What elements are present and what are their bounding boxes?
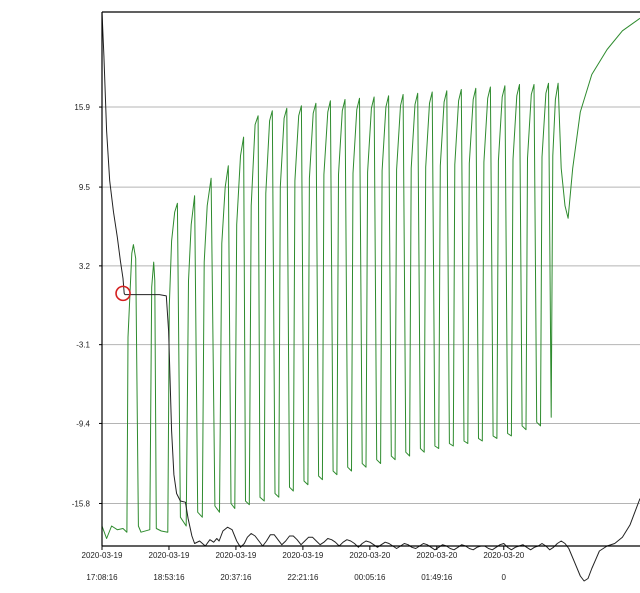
x-tick-time-1: 18:53:16 (153, 573, 185, 582)
y-tick-label-3: 3.2 (79, 262, 91, 271)
x-tick-date-6: 2020-03-20 (483, 551, 524, 560)
x-tick-time-0: 17:08:16 (86, 573, 118, 582)
x-axis-ticks: 2020-03-19 17:08:16 2020-03-19 18:53:16 2020… (82, 546, 525, 582)
x-tick-time-2: 20:37:16 (220, 573, 252, 582)
y-tick-label-2: -3.1 (76, 341, 90, 350)
x-tick-time-6: 0 (502, 573, 507, 582)
y-tick-label-5: 15.9 (74, 103, 90, 112)
y-tick-label-4: 9.5 (79, 183, 91, 192)
y-tick-label-0: -15.8 (72, 499, 91, 508)
y-tick-label-1: -9.4 (76, 419, 90, 428)
x-tick-time-3: 22:21:16 (287, 573, 319, 582)
highlight-circle-0 (115, 285, 131, 302)
x-tick-time-5: 01:49:16 (421, 573, 453, 582)
x-tick-date-5: 2020-03-20 (416, 551, 457, 560)
x-tick-time-4: 00:05:16 (354, 573, 386, 582)
annotation-layer (115, 285, 131, 302)
x-tick-date-4: 2020-03-20 (349, 551, 390, 560)
x-tick-date-0: 2020-03-19 (82, 551, 123, 560)
y-axis-ticks: -15.8 -9.4 -3.1 3.2 9.5 15.9 (72, 103, 102, 508)
series-line-1 (101, 11, 640, 582)
gridlines (102, 106, 640, 504)
series-line-0 (101, 17, 640, 539)
x-tick-date-3: 2020-03-19 (282, 551, 323, 560)
x-tick-date-1: 2020-03-19 (149, 551, 190, 560)
series-layer (101, 11, 640, 582)
x-tick-date-2: 2020-03-19 (215, 551, 256, 560)
